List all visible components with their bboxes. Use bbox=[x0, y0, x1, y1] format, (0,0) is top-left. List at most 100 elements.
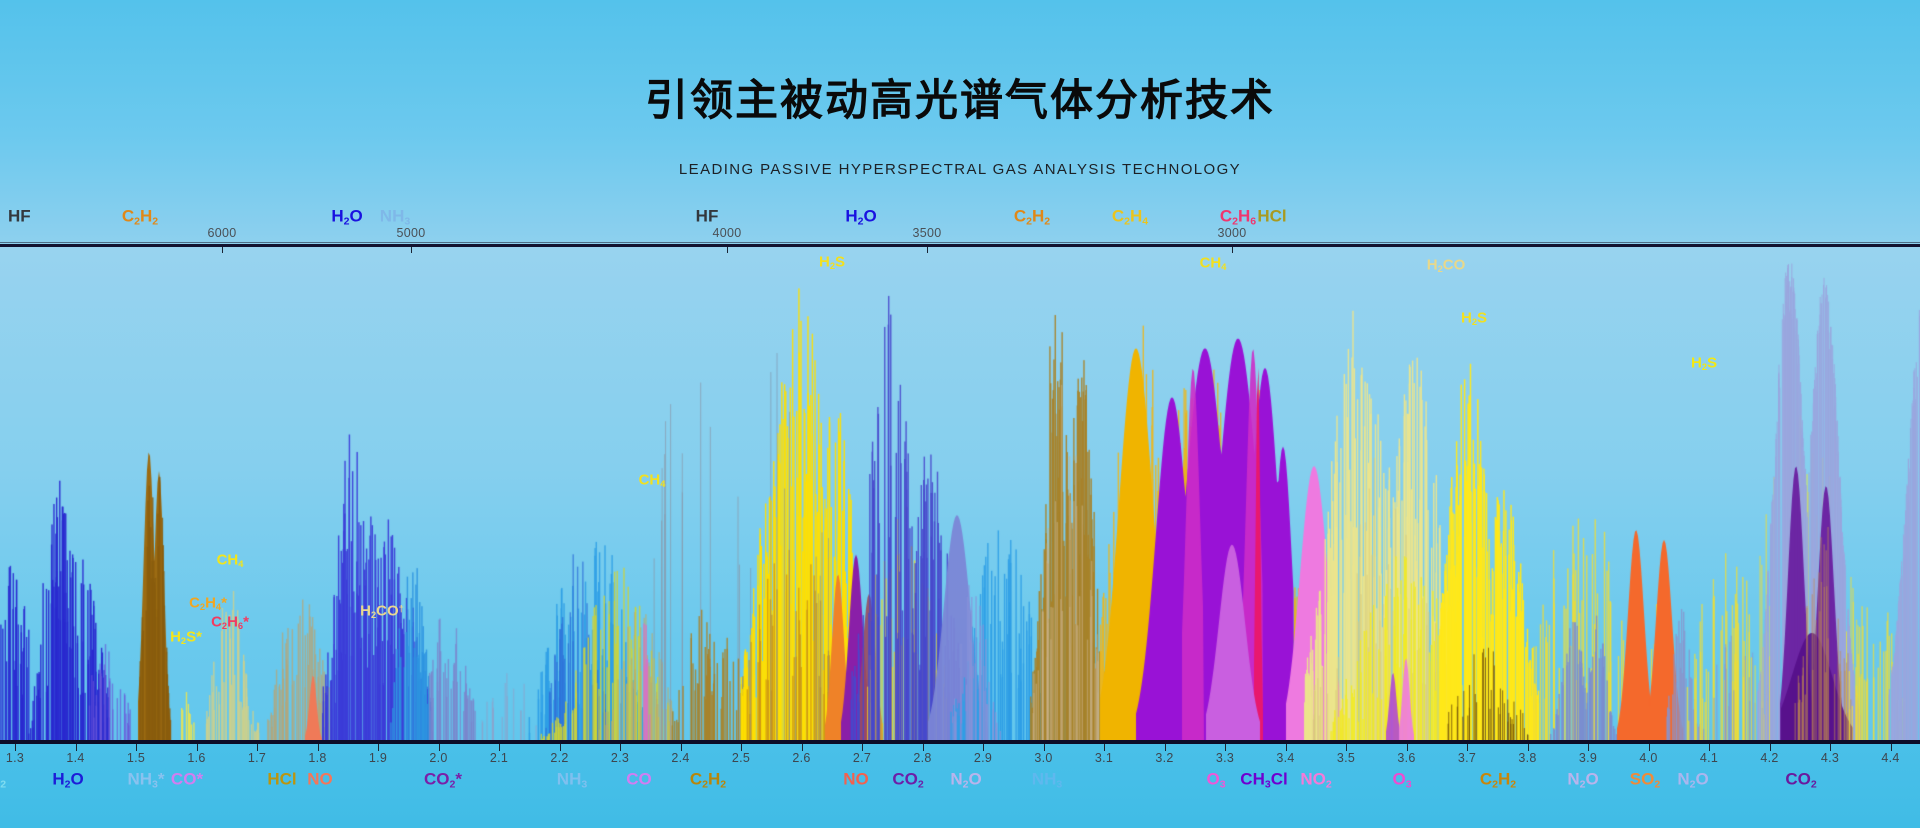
wavelength-tick bbox=[680, 744, 682, 751]
gas-label-bottom: NO bbox=[843, 769, 869, 789]
wavenumber-tick-label: 5000 bbox=[396, 225, 426, 240]
wavelength-tick bbox=[317, 744, 319, 751]
wavelength-tick bbox=[1285, 744, 1287, 751]
gas-label-bottom: NO bbox=[307, 769, 333, 789]
wavenumber-tick bbox=[727, 247, 728, 253]
wavelength-tick bbox=[1769, 744, 1771, 751]
wavenumber-tick bbox=[1232, 247, 1233, 253]
wavelength-tick bbox=[1648, 744, 1650, 751]
gas-label-inplot: C2H4* bbox=[189, 594, 227, 613]
wavelength-tick bbox=[559, 744, 561, 751]
wavelength-tick-label: 1.6 bbox=[187, 750, 206, 765]
gas-label-top: HF bbox=[695, 206, 719, 226]
gas-label-inplot: H2S bbox=[818, 253, 846, 272]
gas-label-top: NH3 bbox=[379, 206, 411, 228]
gas-label-inplot: H2S bbox=[1690, 354, 1718, 373]
gas-label-bottom: NH3 bbox=[556, 769, 588, 791]
gas-label-top: HCl bbox=[1257, 206, 1287, 226]
wavelength-tick-label: 3.8 bbox=[1518, 750, 1537, 765]
wavelength-tick-label: 4.4 bbox=[1881, 750, 1900, 765]
wavelength-tick-label: 1.4 bbox=[66, 750, 85, 765]
gas-label-inplot: CH4 bbox=[216, 551, 244, 570]
wavelength-tick bbox=[1346, 744, 1347, 751]
gas-label-bottom: N2O bbox=[1677, 769, 1709, 791]
wavelength-tick-label: 2.2 bbox=[550, 750, 569, 765]
wavenumber-tick-label: 3500 bbox=[912, 225, 942, 240]
wavelength-tick-label: 1.7 bbox=[247, 750, 267, 765]
top-axis-hairline bbox=[0, 242, 1920, 243]
wavelength-tick-label: 2.1 bbox=[489, 750, 509, 765]
wavelength-tick-label: 3.3 bbox=[1215, 750, 1235, 765]
wavelength-tick-label: 3.2 bbox=[1155, 750, 1174, 765]
wavelength-tick bbox=[1709, 744, 1710, 751]
page-title: 引领主被动高光谱气体分析技术 bbox=[645, 77, 1275, 125]
gas-label-top: C2H6 bbox=[1219, 206, 1257, 228]
wavenumber-tick bbox=[411, 247, 412, 253]
gas-label-bottom: O3 bbox=[1206, 769, 1226, 791]
wavelength-tick bbox=[257, 744, 258, 751]
wavelength-tick-label: 3.4 bbox=[1276, 750, 1295, 765]
wavelength-tick-label: 4.0 bbox=[1639, 750, 1658, 765]
gas-label-top: C2H4 bbox=[1111, 206, 1149, 228]
wavelength-tick-label: 2.4 bbox=[671, 750, 690, 765]
wavelength-tick-label: 2.9 bbox=[973, 750, 993, 765]
wavelength-tick bbox=[75, 744, 77, 751]
wavenumber-tick-label: 3000 bbox=[1217, 225, 1247, 240]
wavelength-tick bbox=[1467, 744, 1468, 751]
gas-label-top: C2H2 bbox=[121, 206, 159, 228]
wavenumber-tick bbox=[927, 247, 928, 253]
wavelength-tick-label: 3.0 bbox=[1034, 750, 1053, 765]
wavelength-tick-label: 3.1 bbox=[1094, 750, 1114, 765]
gas-label-bottom: CO2 bbox=[1785, 769, 1817, 791]
gas-label-bottom: NO2 bbox=[1300, 769, 1332, 791]
wavelength-tick-label: 2.7 bbox=[852, 750, 872, 765]
gas-label-inplot: CH4 bbox=[638, 471, 666, 490]
wavelength-tick bbox=[15, 744, 16, 751]
gas-label-bottom: O3 bbox=[1392, 769, 1412, 791]
wavelength-tick-label: 3.6 bbox=[1397, 750, 1416, 765]
wavelength-tick bbox=[438, 744, 440, 751]
gas-label-inplot: C2H6* bbox=[211, 613, 249, 632]
wavelength-tick-label: 1.5 bbox=[126, 750, 146, 765]
gas-label-bottom: HCl bbox=[267, 769, 297, 789]
wavenumber-tick-label: 4000 bbox=[712, 225, 742, 240]
wavelength-tick bbox=[1164, 744, 1166, 751]
wavelength-tick bbox=[1527, 744, 1529, 751]
gas-label-inplot: H2CO† bbox=[360, 602, 404, 621]
gas-label-bottom: H2O bbox=[52, 769, 84, 791]
wavelength-tick bbox=[1104, 744, 1105, 751]
wavelength-tick-label: 2.6 bbox=[792, 750, 811, 765]
wavelength-tick bbox=[196, 744, 198, 751]
wavelength-tick-label: 3.5 bbox=[1336, 750, 1356, 765]
wavelength-tick-label: 3.9 bbox=[1578, 750, 1598, 765]
wavelength-tick-label: 2.3 bbox=[610, 750, 630, 765]
wavelength-tick bbox=[1890, 744, 1892, 751]
wavelength-tick bbox=[499, 744, 500, 751]
gas-label-bottom: CO* bbox=[170, 769, 204, 789]
wavelength-tick-label: 4.2 bbox=[1760, 750, 1779, 765]
gas-label-bottom: CH3Cl bbox=[1240, 769, 1288, 791]
wavelength-tick-label: 4.1 bbox=[1699, 750, 1719, 765]
wavelength-tick-label: 1.9 bbox=[368, 750, 388, 765]
gas-label-bottom: NH3* bbox=[127, 769, 165, 791]
wavenumber-tick bbox=[222, 247, 223, 253]
gas-label-top: H2O bbox=[845, 206, 877, 228]
gas-label-bottom: CO bbox=[626, 769, 652, 789]
gas-label-top: H2O bbox=[331, 206, 363, 228]
gas-label-inplot: H2S bbox=[1460, 309, 1488, 328]
wavelength-tick bbox=[862, 744, 863, 751]
wavelength-tick-label: 1.3 bbox=[5, 750, 25, 765]
wavelength-tick bbox=[1588, 744, 1589, 751]
wavelength-tick-label: 2.5 bbox=[731, 750, 751, 765]
wavelength-tick bbox=[136, 744, 137, 751]
gas-label-bottom: O2 bbox=[0, 771, 7, 791]
page-subtitle: LEADING PASSIVE HYPERSPECTRAL GAS ANALYS… bbox=[678, 161, 1242, 178]
gas-label-top: C2H2 bbox=[1013, 206, 1051, 228]
gas-label-bottom: C2H2 bbox=[1479, 769, 1517, 791]
gas-label-inplot: H2CO bbox=[1426, 256, 1466, 275]
gas-label-bottom: SO2 bbox=[1629, 769, 1661, 791]
wavelength-tick bbox=[620, 744, 621, 751]
wavelength-tick bbox=[1043, 744, 1045, 751]
